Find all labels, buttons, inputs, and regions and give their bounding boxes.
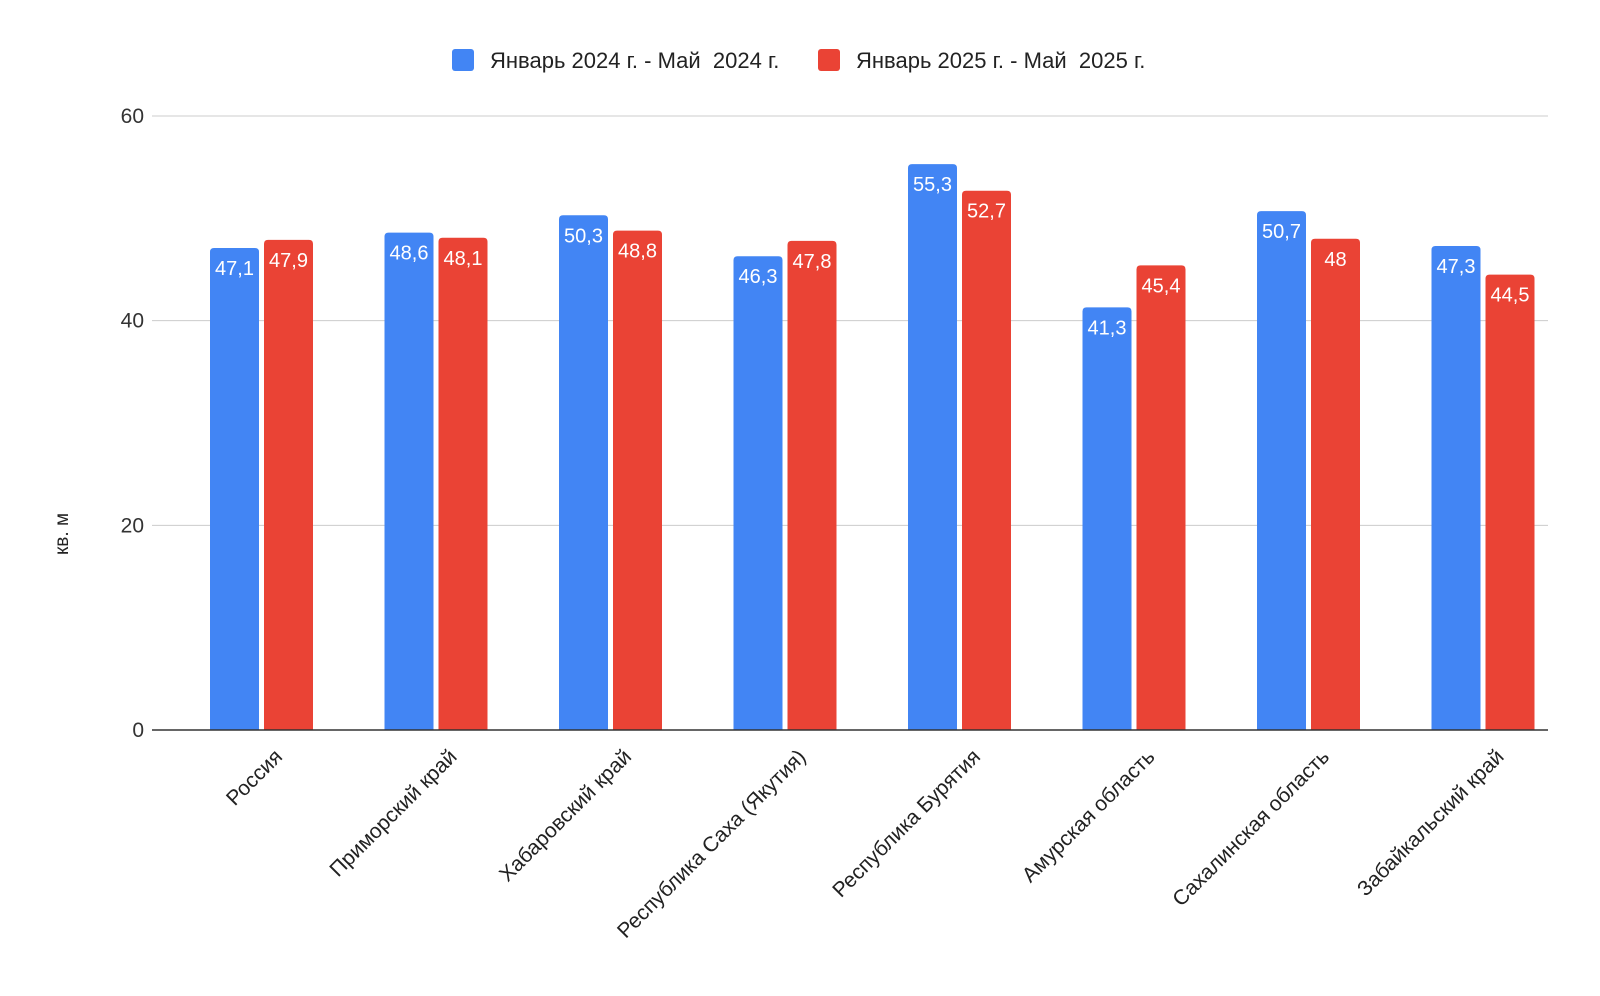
legend-label: Январь 2024 г. - Май 2024 г.	[490, 48, 779, 73]
data-label: 44,5	[1491, 285, 1530, 307]
data-label: 47,1	[215, 258, 254, 280]
y-tick-label: 40	[121, 310, 144, 333]
data-label: 47,8	[793, 251, 832, 273]
data-label: 45,4	[1142, 275, 1181, 297]
data-label: 55,3	[913, 174, 952, 196]
data-label: 46,3	[739, 266, 778, 288]
data-label: 47,3	[1437, 256, 1476, 278]
data-label: 48	[1324, 249, 1346, 271]
bar-series2	[787, 240, 837, 730]
bar-series2	[1311, 238, 1360, 731]
bar-series1	[384, 232, 434, 730]
bars-layer	[210, 164, 1535, 731]
y-axis-title: кв. м	[52, 513, 73, 555]
x-tick-label: Амурская область	[1018, 745, 1160, 887]
data-label: 48,6	[390, 243, 429, 265]
x-tick-label: Сахалинская область	[1168, 745, 1334, 911]
legend-swatch	[452, 49, 474, 71]
bar-series2	[264, 239, 313, 730]
data-label: 50,7	[1262, 221, 1301, 243]
x-tick-label: Приморский край	[325, 745, 461, 881]
y-tick-label: 60	[121, 105, 144, 128]
x-tick-label: Республика Саха (Якутия)	[613, 745, 810, 942]
bar-series1	[210, 248, 259, 730]
x-tick-label: Россия	[222, 745, 287, 810]
y-tick-label: 0	[132, 719, 144, 742]
data-label: 52,7	[967, 201, 1006, 223]
data-label: 48,8	[618, 241, 657, 263]
bar-series1	[733, 256, 783, 730]
data-labels-layer: 47,1 47,9 48,6 48,1 50,3 48,8 46,3 47,8 55,3 52,7…	[215, 174, 1529, 339]
x-tick-label: Республика Бурятия	[828, 745, 985, 902]
data-label: 50,3	[564, 225, 603, 247]
bar-series2	[962, 190, 1011, 730]
bar-series2	[613, 230, 662, 730]
data-label: 41,3	[1088, 317, 1127, 339]
bar-series1	[559, 215, 608, 731]
bar-series1	[1431, 245, 1481, 731]
x-tick-label: Хабаровский край	[495, 745, 636, 886]
bar-series2	[438, 237, 488, 730]
bar-series1	[1257, 211, 1306, 731]
data-label: 48,1	[444, 248, 483, 270]
bar-series2	[1485, 274, 1535, 730]
bar-series1	[908, 164, 957, 730]
bar-series2	[1136, 265, 1186, 730]
x-tick-label: Забайкальский край	[1353, 745, 1509, 901]
legend-swatch	[818, 49, 840, 71]
legend: Январь 2024 г. - Май 2024 г. Январь 2025 …	[452, 48, 1145, 73]
bar-series1	[1082, 307, 1132, 730]
legend-label: Январь 2025 г. - Май 2025 г.	[856, 48, 1145, 73]
y-tick-label: 20	[121, 514, 144, 537]
data-label: 47,9	[269, 250, 308, 272]
